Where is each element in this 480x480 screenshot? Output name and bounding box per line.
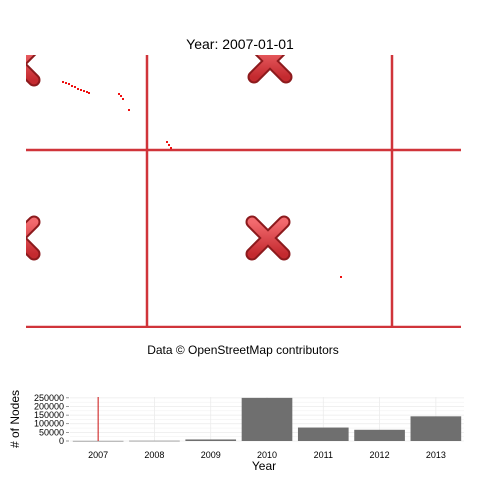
- x-tick-labels: 2007 2008 2009 2010 2011 2012 2013: [88, 450, 446, 460]
- x-tick-label: 2009: [201, 450, 221, 460]
- y-tick-label: 150000: [34, 410, 64, 420]
- bar-2013: [410, 416, 462, 441]
- attribution-text: Data © OpenStreetMap contributors: [147, 343, 339, 357]
- node-point: [118, 93, 120, 95]
- node-point: [86, 91, 88, 93]
- node-point: [122, 98, 124, 100]
- bar-2010: [241, 397, 293, 441]
- x-axis-title: Year: [252, 459, 276, 473]
- nodes-bar-chart: 0 50000 100000 150000 200000 250000 2007 2008 2…: [0, 390, 480, 480]
- map-canvas: [26, 55, 461, 328]
- x-tick-label: 2011: [314, 450, 333, 460]
- x-tick-label: 2013: [426, 450, 446, 460]
- node-point: [80, 89, 82, 91]
- map-node-points: [62, 81, 342, 278]
- y-tick-label: 250000: [34, 393, 64, 403]
- red-x-marker-icon: [26, 215, 41, 261]
- x-tick-label: 2010: [257, 450, 277, 460]
- map-grid-lines: [26, 55, 461, 328]
- bar-2012: [354, 429, 405, 441]
- node-point: [77, 88, 79, 90]
- node-point: [340, 276, 342, 278]
- bar-marks: [72, 397, 462, 442]
- red-x-marker-icon: [26, 55, 41, 87]
- node-point: [120, 95, 122, 97]
- node-point: [170, 147, 172, 149]
- bar-2008: [129, 440, 180, 442]
- map-markers: [26, 55, 293, 261]
- y-tick-label: 200000: [34, 401, 64, 411]
- node-point: [168, 144, 170, 146]
- node-point: [68, 83, 70, 85]
- node-point: [88, 92, 90, 94]
- red-x-marker-icon: [245, 215, 291, 261]
- node-point: [71, 85, 73, 87]
- x-tick-label: 2008: [144, 450, 164, 460]
- x-tick-label: 2007: [88, 450, 108, 460]
- bar-2007: [72, 440, 124, 442]
- node-point: [166, 141, 168, 143]
- map-panel: [26, 55, 461, 328]
- y-tick-label: 50000: [39, 427, 64, 437]
- node-point: [128, 109, 130, 111]
- bar-2009: [185, 439, 237, 441]
- x-tick-label: 2012: [370, 450, 390, 460]
- node-point: [65, 82, 67, 84]
- red-x-marker-icon: [247, 55, 293, 84]
- y-axis-title: # of Nodes: [8, 390, 22, 448]
- node-point: [83, 90, 85, 92]
- y-tick-label: 0: [59, 436, 64, 446]
- node-point: [62, 81, 64, 83]
- chart-title: Year: 2007-01-01: [186, 36, 294, 52]
- bar-2011: [297, 427, 349, 441]
- node-point: [74, 86, 76, 88]
- y-tick-label: 100000: [34, 419, 64, 429]
